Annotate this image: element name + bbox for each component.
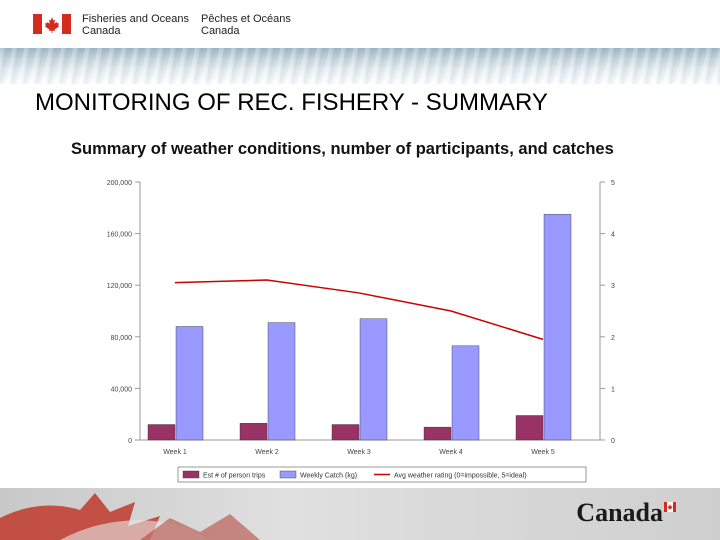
x-tick-label: Week 3 (347, 449, 371, 456)
weather-rating-line (174, 279, 544, 341)
dept-fr-line1: Pêches et Océans (201, 13, 291, 25)
water-banner (0, 48, 720, 84)
department-name-french: Pêches et Océans Canada (201, 13, 291, 37)
y-right-tick-label: 0 (611, 438, 615, 445)
bar-person-trips (515, 415, 544, 441)
bar-person-trips (331, 424, 360, 441)
header: Fisheries and Oceans Canada Pêches et Oc… (0, 0, 720, 48)
footer-banner: Canada (0, 488, 720, 540)
dept-en-line1: Fisheries and Oceans (82, 13, 189, 25)
y-left-tick-label: 0 (128, 438, 132, 445)
y-right-tick-label: 3 (611, 283, 615, 290)
y-right-tick-label: 4 (611, 232, 615, 239)
y-right-tick-label: 1 (611, 386, 615, 393)
x-tick-label: Week 2 (255, 449, 279, 456)
slide-title: MONITORING OF REC. FISHERY - SUMMARY (35, 89, 548, 116)
canada-wordmark: Canada (576, 498, 676, 528)
legend-label: Est # of person trips (203, 473, 266, 480)
y-left-tick-label: 40,000 (111, 386, 133, 393)
x-tick-label: Week 4 (439, 449, 463, 456)
wordmark-flag-icon (664, 502, 676, 512)
legend-swatch (279, 470, 297, 479)
department-name-english: Fisheries and Oceans Canada (82, 13, 189, 37)
bar-person-trips (239, 423, 268, 441)
x-tick-label: Week 1 (163, 449, 187, 456)
bar-weekly-catch (175, 326, 204, 441)
x-tick-label: Week 5 (531, 449, 555, 456)
legend-swatch (182, 470, 200, 479)
bar-weekly-catch (267, 322, 296, 441)
bar-person-trips (147, 424, 176, 441)
y-right-tick-label: 2 (611, 335, 615, 342)
y-left-tick-label: 80,000 (111, 335, 133, 342)
legend-label: Weekly Catch (kg) (300, 473, 357, 480)
legend-label: Avg weather rating (0=impossible, 5=idea… (394, 473, 527, 480)
bar-weekly-catch (359, 318, 388, 441)
dept-en-line2: Canada (82, 25, 121, 37)
dept-fr-line2: Canada (201, 25, 240, 37)
y-left-tick-label: 120,000 (107, 283, 132, 290)
bar-weekly-catch (451, 345, 480, 441)
canada-flag-icon (33, 14, 71, 34)
y-left-tick-label: 160,000 (107, 232, 132, 239)
y-left-tick-label: 200,000 (107, 180, 132, 187)
maple-leaf-graphic (0, 493, 260, 540)
y-right-tick-label: 5 (611, 180, 615, 187)
bar-weekly-catch (543, 214, 572, 441)
chart-title: Summary of weather conditions, number of… (71, 140, 614, 158)
canada-wordmark-text: Canada (576, 498, 663, 527)
bar-person-trips (423, 426, 452, 441)
